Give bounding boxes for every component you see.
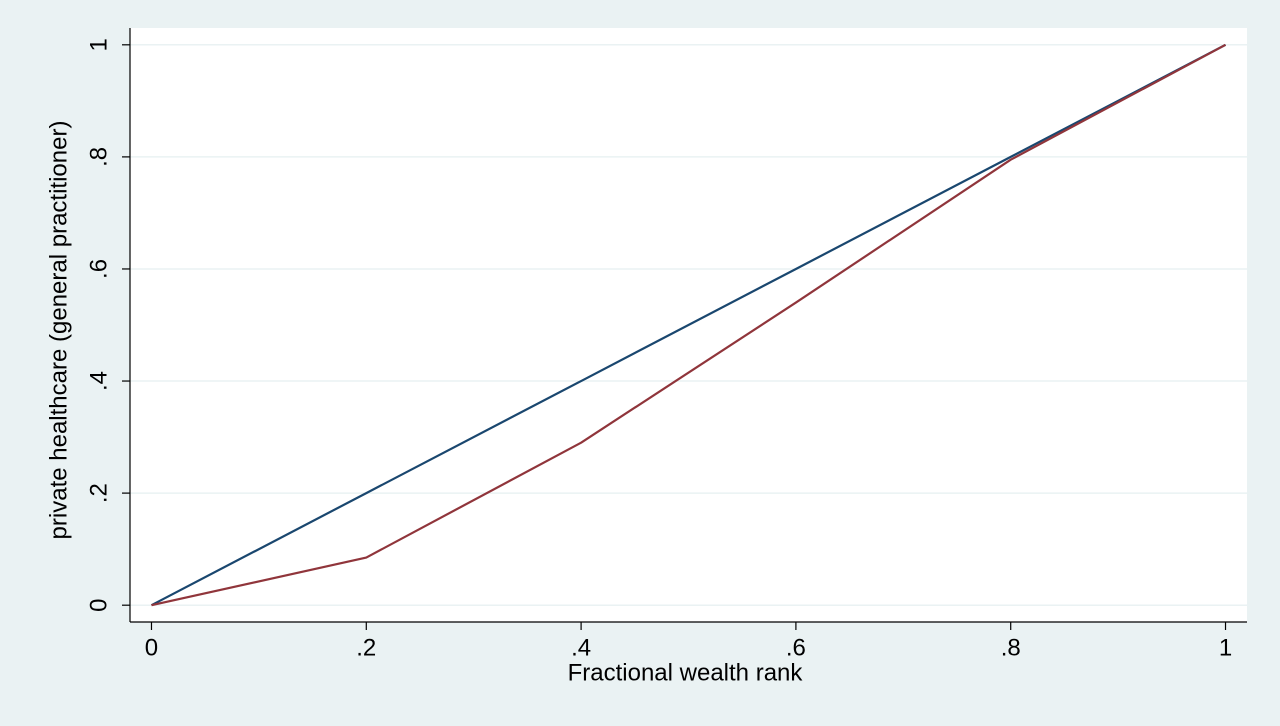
y-tick-label: .8 xyxy=(85,147,112,167)
x-tick-label: 0 xyxy=(145,634,158,661)
x-tick-label: .2 xyxy=(356,634,376,661)
y-tick-label: 0 xyxy=(85,599,112,612)
y-tick-label: .4 xyxy=(85,371,112,391)
series-line xyxy=(151,43,1227,607)
y-tick-label: 1 xyxy=(85,38,112,51)
y-axis-title: private healthcare (general practitioner… xyxy=(45,121,72,540)
x-tick-label: .8 xyxy=(1001,634,1021,661)
x-tick-label: .4 xyxy=(571,634,591,661)
y-tick-label: .6 xyxy=(85,259,112,279)
series-line xyxy=(150,43,1227,607)
x-tick-label: .6 xyxy=(786,634,806,661)
x-tick-label: 1 xyxy=(1219,634,1232,661)
x-axis-title: Fractional wealth rank xyxy=(568,659,804,686)
y-tick-label: .2 xyxy=(85,483,112,503)
